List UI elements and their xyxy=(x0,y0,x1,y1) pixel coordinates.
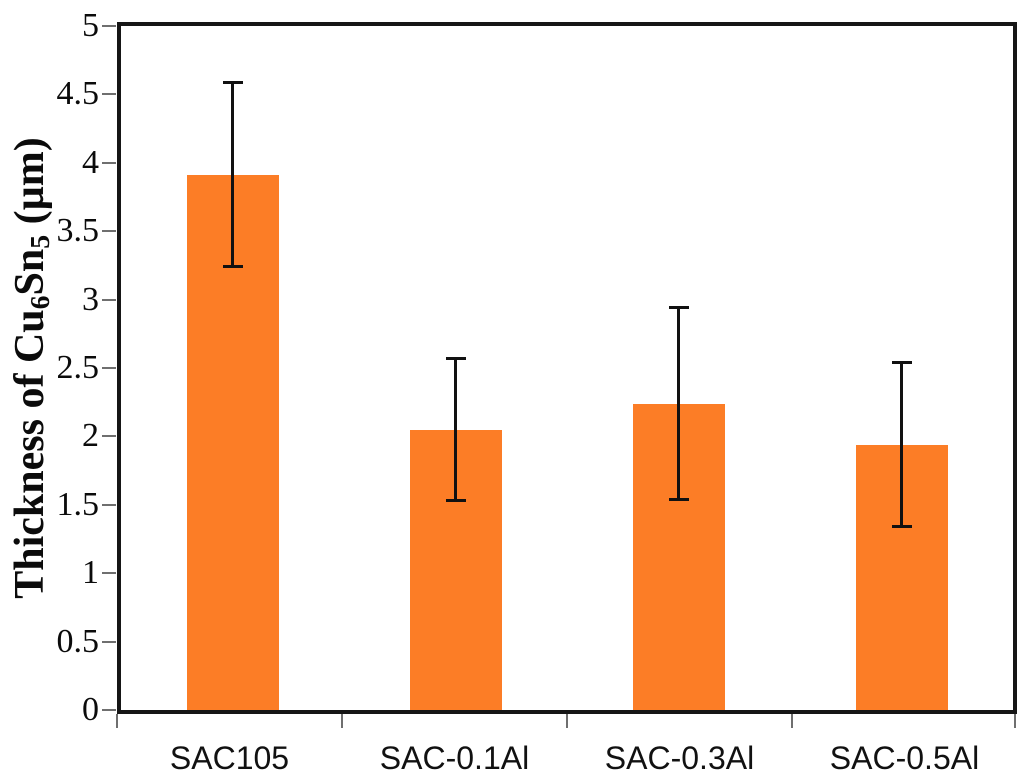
y-tick-mark xyxy=(102,161,116,164)
y-tick-mark xyxy=(102,25,116,27)
y-tick-label: 1 xyxy=(82,554,99,592)
x-tick-mark xyxy=(341,714,343,728)
y-tick-mark xyxy=(102,367,116,369)
y-tick-mark xyxy=(102,435,116,438)
y-tick-label: 1.5 xyxy=(56,485,100,523)
x-category-label-sac-0-1al: SAC-0.1Al xyxy=(379,740,530,776)
error-bar-line-sac-0-1al xyxy=(454,358,457,501)
y-tick-mark xyxy=(102,298,116,301)
y-tick-mark xyxy=(102,709,116,711)
error-bar-cap-bottom-sac-0-3al xyxy=(668,497,689,501)
y-tick-mark xyxy=(102,572,116,575)
error-bar-cap-bottom-sac105 xyxy=(222,265,243,269)
error-bar-cap-top-sac105 xyxy=(222,80,243,84)
error-bar-line-sac-0-3al xyxy=(677,307,680,500)
error-bar-line-sac105 xyxy=(231,82,234,267)
y-tick-mark xyxy=(102,503,116,506)
plot-area xyxy=(117,22,1017,714)
x-category-label-sac-0-3al: SAC-0.3Al xyxy=(604,740,755,776)
y-tick-label: 2.5 xyxy=(56,349,100,386)
error-bar-cap-top-sac-0-1al xyxy=(445,356,466,360)
error-bar-cap-top-sac-0-3al xyxy=(668,306,689,310)
x-tick-mark xyxy=(1014,714,1016,728)
bars-layer xyxy=(121,26,1013,710)
x-category-label-sac-0-5al: SAC-0.5Al xyxy=(829,740,980,776)
y-tick-label: 5 xyxy=(82,7,99,44)
y-tick-label: 4.5 xyxy=(56,75,100,113)
y-tick-label: 3.5 xyxy=(56,212,100,250)
y-tick-label: 4 xyxy=(82,143,99,181)
y-tick-mark xyxy=(102,230,116,233)
y-tick-label: 0 xyxy=(82,691,99,728)
error-bar-line-sac-0-5al xyxy=(900,362,903,527)
x-tick-mark xyxy=(566,714,568,728)
x-category-label-sac105: SAC105 xyxy=(169,740,290,776)
x-tick-mark xyxy=(791,714,793,728)
x-tick-mark xyxy=(116,714,118,728)
error-bar-cap-top-sac-0-5al xyxy=(891,361,912,365)
y-tick-label: 3 xyxy=(82,280,99,318)
y-tick-mark xyxy=(102,640,116,643)
y-tick-label: 2 xyxy=(82,417,99,455)
error-bar-cap-bottom-sac-0-5al xyxy=(891,525,912,529)
y-tick-label: 0.5 xyxy=(56,622,100,660)
y-tick-mark xyxy=(102,93,116,96)
error-bar-cap-bottom-sac-0-1al xyxy=(445,499,466,503)
